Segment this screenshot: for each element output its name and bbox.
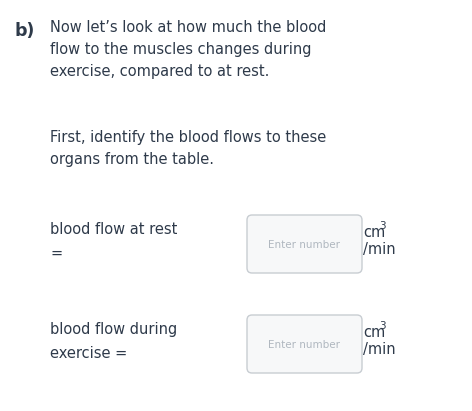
Text: flow to the muscles changes during: flow to the muscles changes during — [50, 42, 312, 57]
Text: /min: /min — [363, 342, 396, 357]
Text: 3: 3 — [379, 221, 386, 231]
Text: Enter number: Enter number — [269, 340, 340, 350]
Text: organs from the table.: organs from the table. — [50, 152, 214, 167]
Text: blood flow during: blood flow during — [50, 322, 177, 337]
Text: First, identify the blood flows to these: First, identify the blood flows to these — [50, 130, 326, 145]
Text: Enter number: Enter number — [269, 240, 340, 250]
Text: cm: cm — [363, 225, 385, 240]
Text: 3: 3 — [379, 321, 386, 331]
Text: blood flow at rest: blood flow at rest — [50, 222, 177, 237]
Text: exercise =: exercise = — [50, 346, 127, 361]
Text: exercise, compared to at rest.: exercise, compared to at rest. — [50, 64, 270, 79]
Text: =: = — [50, 246, 62, 261]
FancyBboxPatch shape — [247, 315, 362, 373]
FancyBboxPatch shape — [247, 215, 362, 273]
Text: b): b) — [14, 22, 34, 40]
Text: cm: cm — [363, 325, 385, 340]
Text: /min: /min — [363, 242, 396, 257]
Text: Now let’s look at how much the blood: Now let’s look at how much the blood — [50, 20, 326, 35]
